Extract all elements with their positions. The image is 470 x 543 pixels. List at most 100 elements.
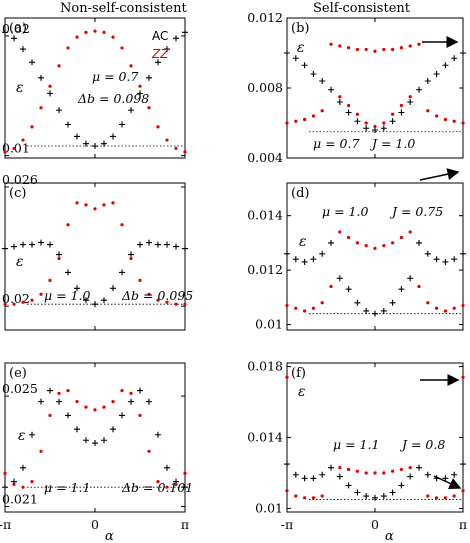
data-point-zz xyxy=(426,301,430,305)
data-point-zz xyxy=(285,489,289,493)
data-point-ac xyxy=(372,494,378,501)
data-point-ac xyxy=(46,90,53,97)
annotation: Δb = 0.095 xyxy=(121,288,193,303)
panel-frame-2 xyxy=(4,182,186,331)
data-point-ac xyxy=(424,250,431,257)
data-point-ac xyxy=(292,55,299,62)
data-point-zz xyxy=(355,469,360,473)
y-tick-label: 0.021 xyxy=(2,491,38,506)
y-tick-label: 0.012 xyxy=(247,10,283,25)
data-point-ac xyxy=(109,285,116,292)
data-point-zz xyxy=(138,84,142,88)
data-point-zz xyxy=(66,223,70,227)
data-point-ac xyxy=(354,489,361,496)
data-point-zz xyxy=(390,241,395,245)
annotation: μ = 1.1 xyxy=(333,437,379,452)
data-point-ac xyxy=(1,29,8,36)
y-axis-label: ε xyxy=(298,384,306,400)
data-point-ac xyxy=(301,258,308,265)
data-point-zz xyxy=(302,309,307,313)
arrow-annotation xyxy=(419,168,460,181)
data-point-zz xyxy=(390,112,395,116)
panel-label: (a) xyxy=(9,21,27,36)
data-point-ac xyxy=(19,464,26,471)
data-point-zz xyxy=(461,489,465,493)
data-point-zz xyxy=(338,44,342,48)
data-point-zz xyxy=(443,496,448,500)
y-tick-label: 0.026 xyxy=(2,172,38,187)
data-point-zz xyxy=(399,103,404,108)
data-point-zz xyxy=(21,300,25,304)
data-point-ac xyxy=(155,431,161,438)
data-point-ac xyxy=(137,387,143,394)
data-point-ac xyxy=(164,46,171,53)
data-point-ac xyxy=(46,241,53,248)
data-point-zz xyxy=(434,114,439,118)
data-point-ac xyxy=(29,59,36,66)
data-point-ac xyxy=(11,243,18,250)
legend-label-ac: AC xyxy=(152,29,168,43)
data-point-zz xyxy=(3,150,7,154)
y-tick-label: 0.014 xyxy=(247,430,283,445)
data-point-zz xyxy=(373,124,377,129)
data-point-ac xyxy=(137,241,143,248)
data-point-ac xyxy=(407,473,414,480)
data-point-zz xyxy=(156,298,160,302)
data-point-zz xyxy=(75,201,79,205)
data-point-zz xyxy=(57,391,61,395)
data-point-ac xyxy=(56,398,63,405)
data-point-zz xyxy=(93,207,97,211)
data-point-zz xyxy=(434,306,439,310)
data-point-zz xyxy=(138,413,142,418)
legend-label-zz: ZZ xyxy=(151,47,169,61)
data-point-ac xyxy=(345,286,352,293)
data-point-zz xyxy=(452,494,456,498)
data-point-zz xyxy=(30,480,34,484)
data-point-zz xyxy=(48,413,52,418)
data-point-zz xyxy=(39,106,43,110)
x-axis-label: α xyxy=(105,529,114,543)
y-tick-label: 0.014 xyxy=(247,208,283,223)
data-point-ac xyxy=(398,482,405,489)
data-point-zz xyxy=(364,471,368,475)
annotation: Δb = 0.101 xyxy=(121,480,193,495)
data-point-ac xyxy=(433,256,440,263)
x-tick-label: π xyxy=(181,517,189,532)
data-point-ac xyxy=(109,133,116,140)
data-point-zz xyxy=(399,46,404,50)
data-point-zz xyxy=(426,494,430,498)
annotation: μ = 1.0 xyxy=(322,204,368,219)
data-point-zz xyxy=(452,306,456,310)
annotation: J = 1.0 xyxy=(369,136,415,151)
data-point-ac xyxy=(380,125,387,132)
data-point-ac xyxy=(292,256,299,263)
data-point-zz xyxy=(390,47,395,52)
right-column-title: Self-consistent xyxy=(313,1,410,16)
data-point-ac xyxy=(119,412,126,419)
x-tick-label: π xyxy=(459,517,467,532)
data-point-zz xyxy=(75,400,79,404)
data-point-zz xyxy=(39,449,43,453)
data-point-ac xyxy=(354,299,361,306)
data-point-ac xyxy=(92,440,98,447)
data-point-zz xyxy=(382,244,386,248)
data-point-ac xyxy=(82,297,89,304)
data-point-ac xyxy=(301,475,308,482)
data-point-zz xyxy=(174,482,178,487)
data-point-zz xyxy=(84,405,88,409)
data-point-zz xyxy=(382,471,386,475)
data-point-ac xyxy=(398,109,405,116)
data-point-zz xyxy=(30,125,34,129)
data-point-zz xyxy=(417,42,421,46)
y-axis-label: ε xyxy=(16,254,24,270)
data-point-ac xyxy=(56,251,63,258)
annotation: Δb = 0.098 xyxy=(77,91,149,106)
data-point-zz xyxy=(147,449,151,453)
y-axis-label: ε xyxy=(18,428,26,444)
data-point-zz xyxy=(320,301,324,305)
data-point-ac xyxy=(442,62,449,69)
y-tick-label: 0.004 xyxy=(247,150,283,165)
data-point-ac xyxy=(354,118,361,125)
data-point-zz xyxy=(311,496,316,500)
data-point-ac xyxy=(424,78,431,84)
